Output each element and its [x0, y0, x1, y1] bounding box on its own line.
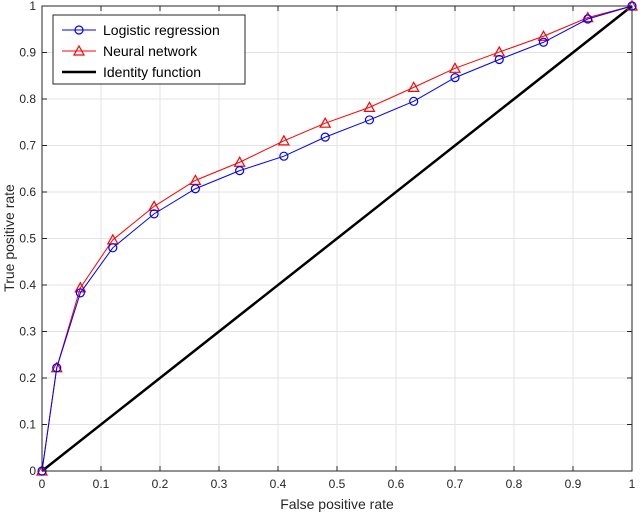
x-tick-label: 0.3: [211, 477, 228, 491]
y-tick-label: 0.3: [19, 325, 36, 339]
data-point: [149, 209, 159, 219]
x-tick-label: 0.4: [270, 477, 287, 491]
series-identity-function: [41, 5, 633, 472]
x-tick-label: 0.2: [152, 477, 169, 491]
y-tick-label: 0.8: [19, 92, 36, 106]
x-tick-label: 0.6: [388, 477, 405, 491]
y-tick-label: 0.1: [19, 418, 36, 432]
series-layer: [35, 0, 639, 476]
x-tick-label: 0.1: [93, 477, 110, 491]
legend-box: [52, 14, 246, 85]
data-point: [581, 11, 594, 23]
data-point: [409, 96, 419, 106]
series-line: [41, 5, 633, 472]
data-point: [74, 281, 87, 293]
series-line: [41, 5, 633, 472]
legend-label: Neural network: [103, 43, 198, 59]
y-axis-ticks: 0 0.1 0.2 0.3 0.4 0.5 0.6 0.7 0.8 0.9 1: [19, 0, 632, 478]
data-point: [319, 116, 332, 128]
x-axis-ticks: 0 0.1 0.2 0.3 0.4 0.5 0.6 0.7 0.8 0.9 1: [39, 6, 636, 491]
data-point: [538, 37, 549, 47]
y-tick-label: 0.4: [19, 278, 36, 292]
x-tick-label: 0.8: [506, 477, 523, 491]
data-point: [279, 151, 289, 161]
data-point: [364, 115, 375, 125]
y-tick-label: 0.9: [19, 46, 36, 60]
data-point: [448, 62, 462, 73]
data-point: [494, 54, 504, 65]
series-logistic-regression: [37, 1, 637, 476]
x-tick-label: 0.9: [565, 477, 582, 491]
data-point: [450, 73, 460, 83]
y-tick-label: 1: [29, 0, 36, 13]
legend-label: Logistic regression: [103, 22, 220, 38]
data-point: [75, 288, 85, 298]
data-point: [52, 363, 62, 373]
y-tick-label: 0.7: [19, 139, 36, 153]
legend: Logistic regression Neural network Identit…: [52, 14, 246, 85]
data-point: [190, 184, 200, 194]
data-point: [407, 81, 420, 92]
legend-item: Logistic regression: [62, 22, 220, 38]
x-tick-label: 1: [629, 477, 636, 491]
data-point: [277, 134, 290, 146]
data-point: [583, 14, 593, 24]
series-line: [41, 5, 633, 472]
y-tick-label: 0.2: [19, 371, 36, 385]
data-point: [235, 166, 245, 176]
legend-item: Identity function: [62, 64, 201, 80]
x-tick-label: 0.7: [447, 477, 464, 491]
y-tick-label: 0.6: [19, 185, 36, 199]
data-point: [537, 29, 550, 41]
data-point: [363, 101, 376, 112]
data-point: [320, 132, 330, 142]
x-axis-title: False positive rate: [280, 496, 394, 512]
y-axis-title: True positive rate: [1, 184, 17, 292]
legend-swatch-marker: [74, 25, 84, 35]
legend-item: Neural network: [62, 43, 198, 59]
y-tick-label: 0: [29, 464, 36, 478]
y-tick-label: 0.5: [19, 232, 36, 246]
data-point: [108, 243, 118, 253]
legend-label: Identity function: [103, 64, 201, 80]
x-tick-label: 0.5: [329, 477, 346, 491]
x-tick-label: 0: [39, 477, 46, 491]
plot-frame: [41, 5, 633, 472]
legend-swatch-marker: [72, 44, 86, 56]
